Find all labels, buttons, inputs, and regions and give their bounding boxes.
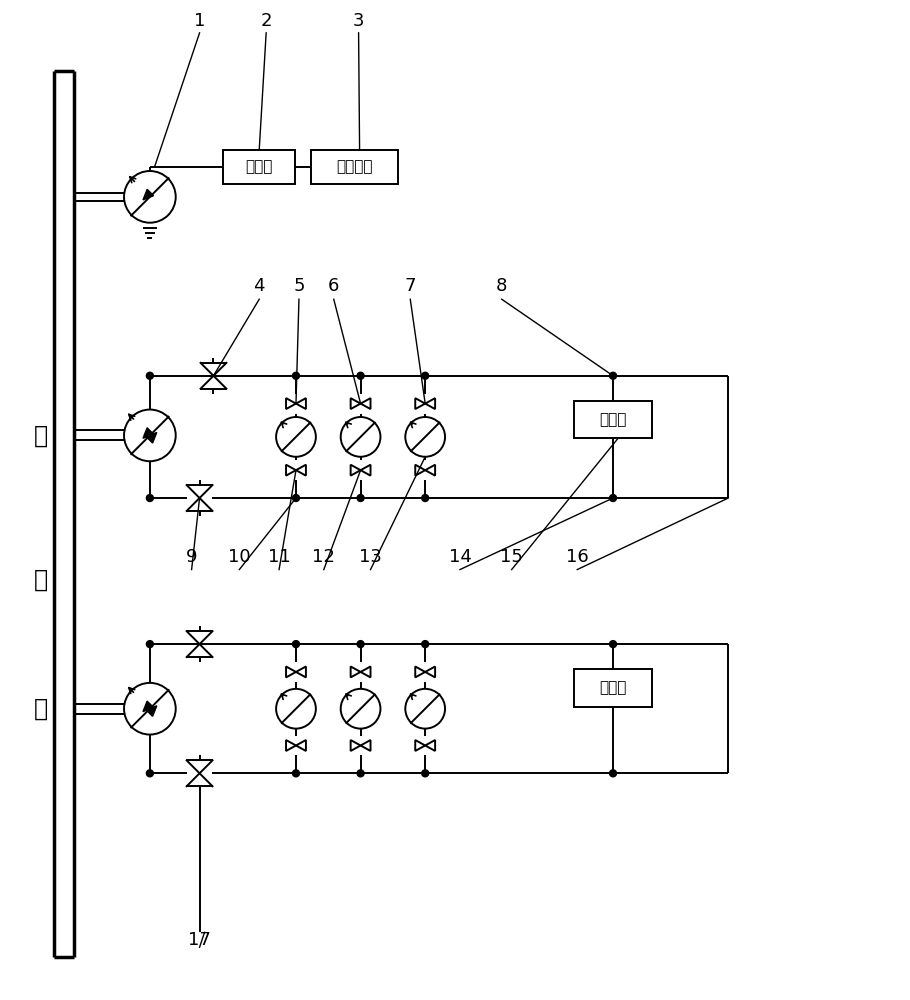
Circle shape — [421, 641, 429, 648]
Polygon shape — [143, 189, 154, 200]
Circle shape — [147, 641, 154, 648]
Text: 9: 9 — [186, 548, 197, 566]
Text: 筱: 筱 — [34, 697, 47, 721]
Text: 15: 15 — [501, 548, 523, 566]
Text: 11: 11 — [268, 548, 290, 566]
Polygon shape — [286, 465, 296, 476]
Polygon shape — [296, 465, 306, 476]
Polygon shape — [425, 666, 435, 677]
Text: 7: 7 — [405, 277, 416, 295]
Text: 10: 10 — [228, 548, 250, 566]
Text: 14: 14 — [449, 548, 471, 566]
Circle shape — [147, 495, 154, 501]
Polygon shape — [143, 701, 154, 712]
Polygon shape — [350, 465, 360, 476]
Bar — [574, 669, 652, 707]
Polygon shape — [415, 398, 425, 409]
Polygon shape — [360, 398, 370, 409]
Circle shape — [610, 641, 616, 648]
Polygon shape — [296, 666, 306, 677]
Text: 3: 3 — [353, 12, 364, 30]
Circle shape — [292, 770, 299, 777]
Polygon shape — [360, 740, 370, 751]
Circle shape — [292, 372, 299, 379]
Text: 缓冲阀: 缓冲阀 — [600, 680, 627, 695]
Text: 工作装置: 工作装置 — [337, 160, 373, 175]
Polygon shape — [415, 666, 425, 677]
Circle shape — [421, 495, 429, 501]
Polygon shape — [425, 740, 435, 751]
Circle shape — [421, 372, 429, 379]
Polygon shape — [147, 706, 157, 716]
Circle shape — [405, 417, 445, 457]
Text: 12: 12 — [312, 548, 335, 566]
Text: 13: 13 — [359, 548, 382, 566]
Text: 6: 6 — [329, 277, 339, 295]
Text: 5: 5 — [293, 277, 305, 295]
Circle shape — [340, 689, 380, 729]
Polygon shape — [350, 398, 360, 409]
Circle shape — [405, 689, 445, 729]
Polygon shape — [350, 740, 360, 751]
Circle shape — [124, 683, 176, 735]
Text: 17: 17 — [188, 931, 211, 949]
Text: 4: 4 — [254, 277, 265, 295]
Polygon shape — [350, 666, 360, 677]
Circle shape — [610, 495, 616, 501]
Circle shape — [276, 417, 316, 457]
Polygon shape — [415, 465, 425, 476]
Polygon shape — [360, 465, 370, 476]
Text: 1: 1 — [194, 12, 206, 30]
Circle shape — [124, 171, 176, 223]
Circle shape — [357, 641, 364, 648]
Polygon shape — [425, 398, 435, 409]
Text: 分: 分 — [34, 423, 47, 447]
Polygon shape — [425, 465, 435, 476]
Circle shape — [292, 641, 299, 648]
Bar — [311, 150, 399, 184]
Text: 动: 动 — [34, 568, 47, 592]
Text: 8: 8 — [496, 277, 508, 295]
Circle shape — [147, 372, 154, 379]
Circle shape — [147, 770, 154, 777]
Polygon shape — [286, 666, 296, 677]
Polygon shape — [147, 432, 157, 443]
Polygon shape — [296, 398, 306, 409]
Circle shape — [276, 689, 316, 729]
Text: 缓冲阀: 缓冲阀 — [600, 412, 627, 427]
Circle shape — [610, 770, 616, 777]
Circle shape — [124, 410, 176, 461]
Bar — [224, 150, 295, 184]
Text: 2: 2 — [260, 12, 272, 30]
Circle shape — [292, 495, 299, 501]
Circle shape — [357, 770, 364, 777]
Circle shape — [340, 417, 380, 457]
Text: 多路阀: 多路阀 — [246, 160, 273, 175]
Polygon shape — [286, 398, 296, 409]
Polygon shape — [415, 740, 425, 751]
Circle shape — [357, 495, 364, 501]
Polygon shape — [143, 428, 154, 438]
Polygon shape — [360, 666, 370, 677]
Polygon shape — [296, 740, 306, 751]
Bar — [574, 401, 652, 438]
Circle shape — [421, 770, 429, 777]
Polygon shape — [286, 740, 296, 751]
Text: 16: 16 — [566, 548, 589, 566]
Circle shape — [610, 372, 616, 379]
Circle shape — [357, 372, 364, 379]
